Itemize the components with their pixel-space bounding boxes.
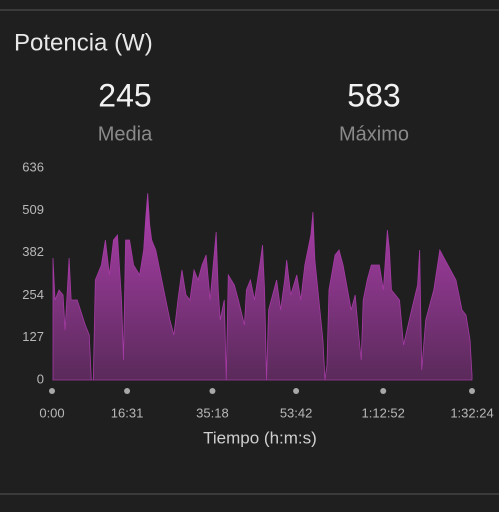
stat-label: Máximo <box>339 123 409 145</box>
power-area <box>52 193 473 381</box>
x-tick-dot <box>209 388 216 394</box>
stat-value: 245 <box>98 77 151 113</box>
x-tick-label: 53:42 <box>280 405 313 420</box>
stat-value: 583 <box>347 77 400 113</box>
x-tick-label: 0:00 <box>39 405 64 420</box>
x-tick-dot <box>469 388 475 394</box>
y-tick-label: 382 <box>22 244 44 259</box>
y-tick-label: 509 <box>22 202 44 217</box>
y-tick-label: 636 <box>22 159 44 174</box>
y-tick-label: 127 <box>22 329 44 344</box>
x-tick-dot <box>293 388 300 394</box>
y-tick-label: 0 <box>37 371 44 386</box>
stat-label: Media <box>98 123 153 145</box>
card-title: Potencia (W) <box>14 29 153 56</box>
x-tick-dot <box>124 388 131 394</box>
x-tick-dot <box>49 388 55 394</box>
x-axis-title: Tiempo (h:m:s) <box>203 428 317 447</box>
y-tick-label: 254 <box>22 287 44 302</box>
x-tick-label: 1:32:24 <box>450 405 493 420</box>
x-tick-label: 35:18 <box>196 405 229 420</box>
x-tick-dot <box>380 388 387 394</box>
x-tick-label: 1:12:52 <box>362 405 405 420</box>
x-tick-label: 16:31 <box>111 405 144 420</box>
